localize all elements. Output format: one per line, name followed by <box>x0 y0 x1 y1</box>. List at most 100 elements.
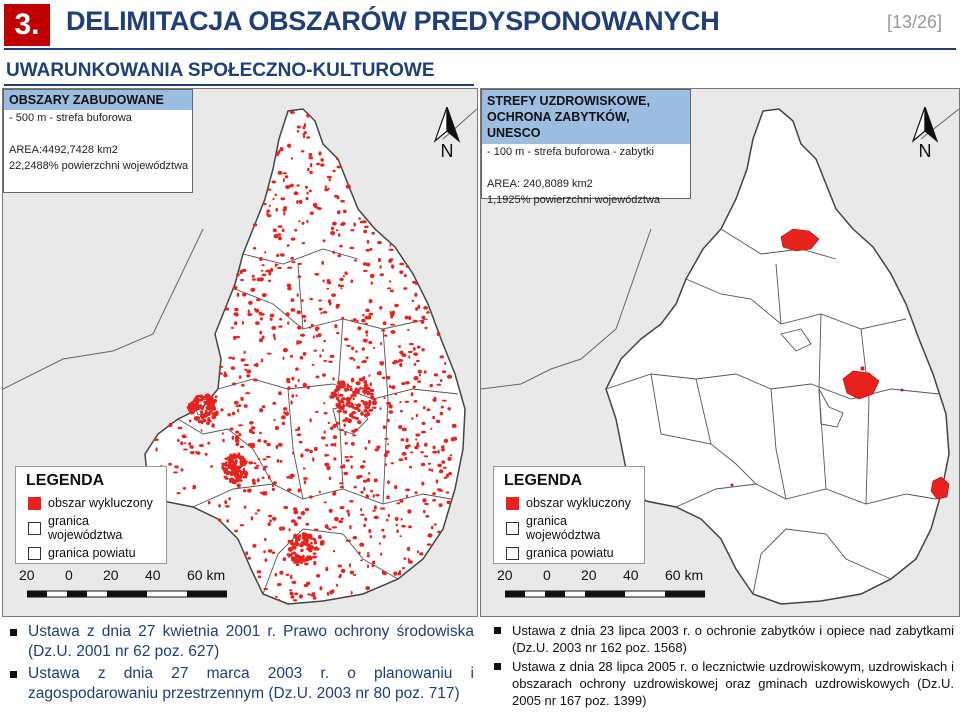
excluded-spot <box>176 492 181 495</box>
excluded-spot <box>363 523 367 528</box>
excluded-spot <box>328 476 332 481</box>
legal-reference: Ustawa z dnia 28 lipca 2005 r. o lecznic… <box>492 658 954 709</box>
excluded-spot <box>390 462 395 465</box>
excluded-spot <box>331 293 336 297</box>
excluded-spot <box>404 274 407 278</box>
excluded-spot <box>285 412 289 416</box>
excluded-spot <box>339 506 345 510</box>
excluded-spot <box>390 330 396 334</box>
excluded-spot <box>372 398 377 401</box>
excluded-spot <box>399 410 404 413</box>
excluded-spot <box>259 491 263 494</box>
scale-tick: 20 <box>19 567 35 583</box>
excluded-spot <box>277 266 282 270</box>
excluded-spot <box>308 545 314 550</box>
excluded-spot <box>424 326 428 330</box>
map-built-up-areas: OBSZARY ZABUDOWANE - 500 m - strefa bufo… <box>2 88 478 617</box>
excluded-spot <box>289 354 294 358</box>
excluded-spot <box>280 197 286 201</box>
excluded-spot <box>303 352 306 355</box>
excluded-spot <box>342 275 345 278</box>
excluded-spot <box>271 487 275 491</box>
excluded-spot <box>346 385 353 388</box>
excluded-spot <box>408 315 412 320</box>
excluded-spot <box>268 204 271 208</box>
excluded-spot <box>332 423 337 428</box>
excluded-spot <box>306 555 311 558</box>
excluded-spot <box>286 283 292 288</box>
excluded-spot <box>350 394 354 398</box>
excluded-spot <box>229 427 234 431</box>
excluded-spot <box>300 453 304 458</box>
excluded-spot <box>335 229 339 232</box>
voivodeship-border-swatch <box>506 521 519 535</box>
excluded-spot <box>335 403 342 408</box>
excluded-spot <box>428 468 432 472</box>
voivodeship-border-swatch <box>28 521 41 535</box>
excluded-spot <box>368 374 371 378</box>
excluded-spot <box>383 453 388 458</box>
excluded-spot <box>367 564 369 569</box>
excluded-spot <box>389 289 394 293</box>
excluded-spot <box>275 208 279 212</box>
map-spa-monuments-unesco: STREFY UZDROWISKOWE, OCHRONA ZABYTKÓW, U… <box>480 88 960 617</box>
excluded-spot <box>277 170 283 175</box>
excluded-spot <box>441 370 447 374</box>
excluded-spot <box>362 262 368 266</box>
info-panel-right: STREFY UZDROWISKOWE, OCHRONA ZABYTKÓW, U… <box>481 89 691 206</box>
excluded-spot <box>443 476 448 479</box>
excluded-spot <box>274 425 279 431</box>
excluded-spot <box>338 520 344 524</box>
excluded-spot <box>335 305 340 309</box>
excluded-spot <box>369 382 372 387</box>
excluded-spot <box>318 534 322 540</box>
excluded-spot <box>254 512 258 515</box>
excluded-spot <box>306 219 309 223</box>
scale-tick: 0 <box>543 567 551 583</box>
excluded-spot <box>262 467 266 471</box>
excluded-spot <box>381 528 385 532</box>
excluded-spot <box>412 280 417 284</box>
area-value: AREA: 240,8089 km2 <box>487 178 593 190</box>
excluded-spot <box>328 466 331 469</box>
excluded-spot <box>322 311 328 314</box>
excluded-spot <box>332 550 336 553</box>
excluded-spot <box>345 403 349 407</box>
excluded-spot <box>439 469 444 474</box>
excluded-spot <box>190 401 195 406</box>
excluded-spot <box>370 395 375 400</box>
excluded-spot <box>399 262 405 266</box>
excluded-spot <box>256 298 261 302</box>
excluded-spot <box>258 338 264 343</box>
excluded-spot <box>308 189 312 193</box>
excluded-spot <box>300 333 306 337</box>
excluded-spot <box>413 376 419 381</box>
excluded-built-up-spots <box>147 110 458 602</box>
excluded-spot <box>365 248 370 252</box>
excluded-spot <box>322 239 326 243</box>
excluded-spot <box>234 458 238 465</box>
excluded-spot <box>279 459 283 463</box>
legend-title: LEGENDA <box>504 472 583 489</box>
excluded-spot <box>296 433 302 437</box>
excluded-spot <box>324 524 329 529</box>
excluded-spot <box>362 402 369 406</box>
excluded-spot <box>297 379 300 383</box>
excluded-spot <box>411 299 415 303</box>
excluded-spot <box>290 595 295 599</box>
excluded-spot <box>233 473 238 477</box>
legal-notes-left: Ustawa z dnia 27 kwietnia 2001 r. Prawo … <box>8 622 474 706</box>
excluded-spot <box>380 552 383 556</box>
excluded-spot <box>292 507 298 511</box>
excluded-spot <box>289 591 294 596</box>
excluded-spot <box>407 350 413 354</box>
excluded-spot <box>439 379 443 383</box>
excluded-spot <box>360 411 364 416</box>
excluded-spot <box>358 217 361 220</box>
excluded-spot <box>368 472 371 475</box>
excluded-spot <box>384 437 389 440</box>
excluded-spot <box>300 150 305 153</box>
excluded-spot <box>241 383 245 387</box>
excluded-spot <box>416 345 421 349</box>
excluded-spot <box>301 314 307 319</box>
